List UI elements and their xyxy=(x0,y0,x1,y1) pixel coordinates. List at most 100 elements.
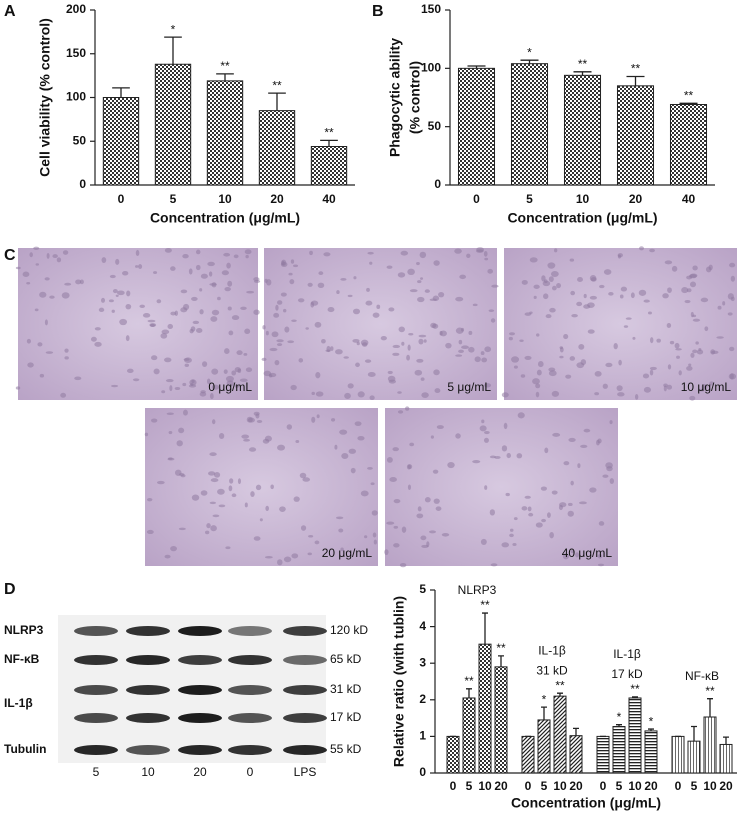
y-tick-label: 4 xyxy=(419,619,426,633)
cell xyxy=(454,248,462,254)
cell xyxy=(481,357,488,363)
cell xyxy=(339,429,348,435)
cell xyxy=(287,340,295,344)
blot-band xyxy=(178,626,222,636)
cell xyxy=(570,480,574,486)
cell xyxy=(580,444,588,448)
cell xyxy=(597,438,602,444)
cell xyxy=(295,440,300,443)
bar xyxy=(457,67,496,186)
cell xyxy=(211,419,216,425)
x-tick-label: 5 xyxy=(541,779,548,793)
cell xyxy=(178,473,185,476)
cell xyxy=(417,280,422,284)
cell xyxy=(218,504,226,508)
cell xyxy=(613,343,618,350)
cell xyxy=(274,360,280,366)
cell xyxy=(398,326,405,333)
cell xyxy=(276,300,283,305)
cell xyxy=(686,366,693,371)
cell xyxy=(224,287,231,292)
cell xyxy=(343,356,349,359)
cell xyxy=(352,338,360,343)
cell xyxy=(401,341,405,346)
blot-band xyxy=(228,745,272,755)
cell xyxy=(132,378,140,382)
cell xyxy=(309,250,313,256)
cell xyxy=(436,425,444,430)
x-tick-label: 5 xyxy=(526,192,533,206)
group-label: 31 kD xyxy=(536,663,568,677)
cell xyxy=(101,297,106,303)
cell xyxy=(567,510,574,517)
cell xyxy=(360,490,369,497)
cell xyxy=(247,417,255,423)
cell xyxy=(508,336,513,341)
cell xyxy=(428,530,437,534)
cell xyxy=(535,391,540,398)
blot-band xyxy=(74,626,118,636)
cell xyxy=(696,349,704,355)
cell xyxy=(597,554,603,559)
cell xyxy=(583,428,591,433)
cell xyxy=(416,261,420,266)
cell xyxy=(649,369,654,376)
cell xyxy=(461,345,469,350)
cell xyxy=(75,279,82,285)
cell xyxy=(533,284,540,289)
cell xyxy=(60,392,67,398)
cell xyxy=(29,252,33,258)
cell xyxy=(599,284,605,289)
cell xyxy=(387,375,396,382)
cell xyxy=(280,292,287,297)
cell xyxy=(225,375,234,383)
x-tick-label: 0 xyxy=(675,779,682,793)
cell xyxy=(45,351,54,354)
cell xyxy=(619,294,624,299)
cell xyxy=(638,289,647,296)
cell xyxy=(74,376,82,381)
cell xyxy=(704,326,709,332)
cell xyxy=(433,260,440,266)
cell xyxy=(217,296,221,301)
cell xyxy=(195,249,201,255)
y-tick-label: 50 xyxy=(428,119,442,133)
cell xyxy=(546,512,551,519)
cell xyxy=(271,331,279,338)
blot-size-label: 120 kD xyxy=(330,623,368,637)
cell xyxy=(243,352,248,356)
cell xyxy=(501,445,508,452)
bar xyxy=(537,719,551,774)
blot-row-label: IL-1β xyxy=(4,696,33,710)
cell xyxy=(347,383,354,389)
cell xyxy=(392,447,399,452)
cell xyxy=(418,338,424,345)
cell xyxy=(335,349,343,355)
cell xyxy=(367,372,376,378)
y-tick-label: 150 xyxy=(421,2,441,16)
cell xyxy=(603,269,612,275)
cell xyxy=(212,514,220,518)
cell xyxy=(209,452,217,457)
bar xyxy=(462,697,476,774)
cell xyxy=(153,271,158,274)
cell xyxy=(663,383,668,388)
cell xyxy=(466,253,471,259)
cell xyxy=(250,491,255,497)
significance-mark: ** xyxy=(684,89,694,103)
error-bar xyxy=(679,102,698,105)
cell xyxy=(264,555,273,559)
cell xyxy=(406,354,410,361)
cell xyxy=(662,293,669,299)
cell xyxy=(420,277,424,280)
cell xyxy=(537,361,544,368)
cell xyxy=(369,395,375,401)
cell xyxy=(318,271,324,276)
cell xyxy=(583,293,587,299)
lane-label: 0 xyxy=(247,765,254,779)
cell xyxy=(372,532,377,538)
x-tick-label: 40 xyxy=(682,192,696,206)
cell xyxy=(484,257,489,261)
cell xyxy=(360,339,369,346)
error-bar xyxy=(573,727,579,736)
